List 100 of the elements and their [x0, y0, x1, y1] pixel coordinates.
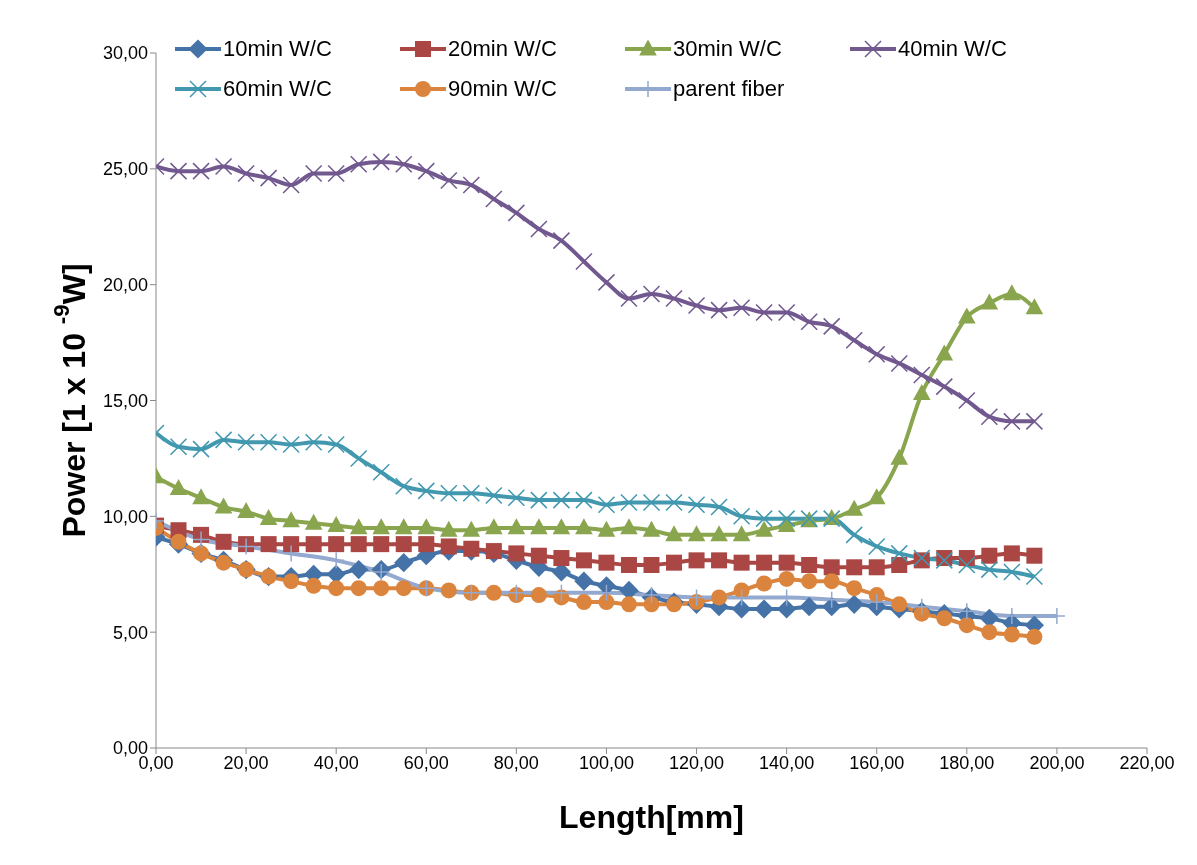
- point: [1025, 298, 1044, 315]
- point: [169, 478, 188, 495]
- point: [777, 303, 796, 322]
- point: [732, 525, 751, 542]
- point: [1025, 412, 1044, 431]
- point: [958, 556, 976, 574]
- point: [553, 550, 570, 567]
- point: [710, 525, 728, 542]
- point: [530, 518, 548, 535]
- point: [350, 580, 367, 597]
- point: [282, 511, 300, 528]
- point: [237, 433, 255, 451]
- point: [687, 296, 706, 315]
- point: [844, 594, 864, 614]
- point: [282, 176, 300, 194]
- point: [958, 617, 975, 634]
- point: [777, 509, 796, 528]
- point: [507, 204, 526, 222]
- point: [372, 463, 390, 482]
- x-tick-label: 80,00: [493, 752, 539, 773]
- point: [1025, 567, 1044, 586]
- point: [440, 484, 458, 502]
- point: [192, 440, 210, 458]
- point: [891, 556, 908, 573]
- point: [394, 553, 414, 573]
- point: [214, 431, 233, 449]
- point: [732, 507, 751, 526]
- point: [777, 599, 797, 619]
- point: [395, 155, 413, 173]
- point: [823, 559, 840, 576]
- point: [868, 559, 885, 576]
- point: [372, 518, 391, 535]
- point: [799, 597, 819, 617]
- point: [665, 525, 683, 542]
- point: [304, 164, 323, 183]
- point: [979, 608, 999, 628]
- point: [710, 498, 728, 516]
- point: [237, 164, 255, 183]
- point: [867, 537, 886, 556]
- point: [349, 560, 369, 580]
- point: [867, 488, 886, 505]
- point: [462, 520, 481, 537]
- point: [867, 345, 886, 363]
- point: [283, 536, 300, 553]
- point: [598, 594, 615, 611]
- point: [305, 577, 322, 594]
- point: [1003, 626, 1020, 643]
- legend-label: 60min W/C: [223, 76, 332, 102]
- point: [822, 597, 842, 617]
- point: [417, 482, 436, 500]
- point: [395, 536, 412, 553]
- point: [530, 220, 548, 238]
- point: [801, 573, 818, 590]
- point: [687, 496, 706, 514]
- point: [1003, 563, 1021, 581]
- point: [732, 299, 751, 317]
- point: [507, 518, 526, 535]
- point: [598, 554, 615, 571]
- point: [936, 610, 953, 627]
- point: [733, 554, 750, 571]
- point: [845, 331, 863, 350]
- point: [755, 303, 773, 322]
- x-tick-label: 60,00: [403, 752, 449, 773]
- point: [778, 570, 795, 587]
- point: [215, 533, 232, 550]
- x-tick-label: 220,00: [1119, 752, 1175, 773]
- point: [259, 509, 278, 526]
- point: [981, 547, 998, 564]
- point: [259, 169, 278, 187]
- point: [485, 584, 502, 601]
- point: [440, 171, 458, 190]
- legend-label: 20min W/C: [448, 36, 557, 62]
- point: [711, 589, 728, 606]
- point: [328, 536, 345, 553]
- point: [801, 556, 818, 573]
- point: [643, 556, 660, 573]
- point: [756, 575, 773, 592]
- legend-label: 90min W/C: [448, 76, 557, 102]
- point: [575, 594, 592, 611]
- point: [733, 582, 750, 599]
- point: [642, 493, 661, 512]
- point: [373, 580, 390, 597]
- point: [1003, 412, 1021, 431]
- point: [305, 536, 322, 553]
- point: [597, 496, 616, 514]
- point: [958, 307, 976, 324]
- point: [665, 493, 683, 512]
- point: [912, 383, 931, 400]
- point: [372, 153, 390, 171]
- point: [935, 377, 954, 396]
- point: [1026, 628, 1043, 645]
- point: [620, 493, 638, 512]
- point: [462, 176, 481, 194]
- point: [395, 477, 413, 495]
- point: [642, 285, 661, 303]
- point: [192, 162, 210, 180]
- point: [508, 545, 525, 562]
- point: [620, 289, 638, 308]
- y-tick-label: 20,00: [102, 275, 148, 296]
- x-tick-label: 40,00: [313, 752, 359, 773]
